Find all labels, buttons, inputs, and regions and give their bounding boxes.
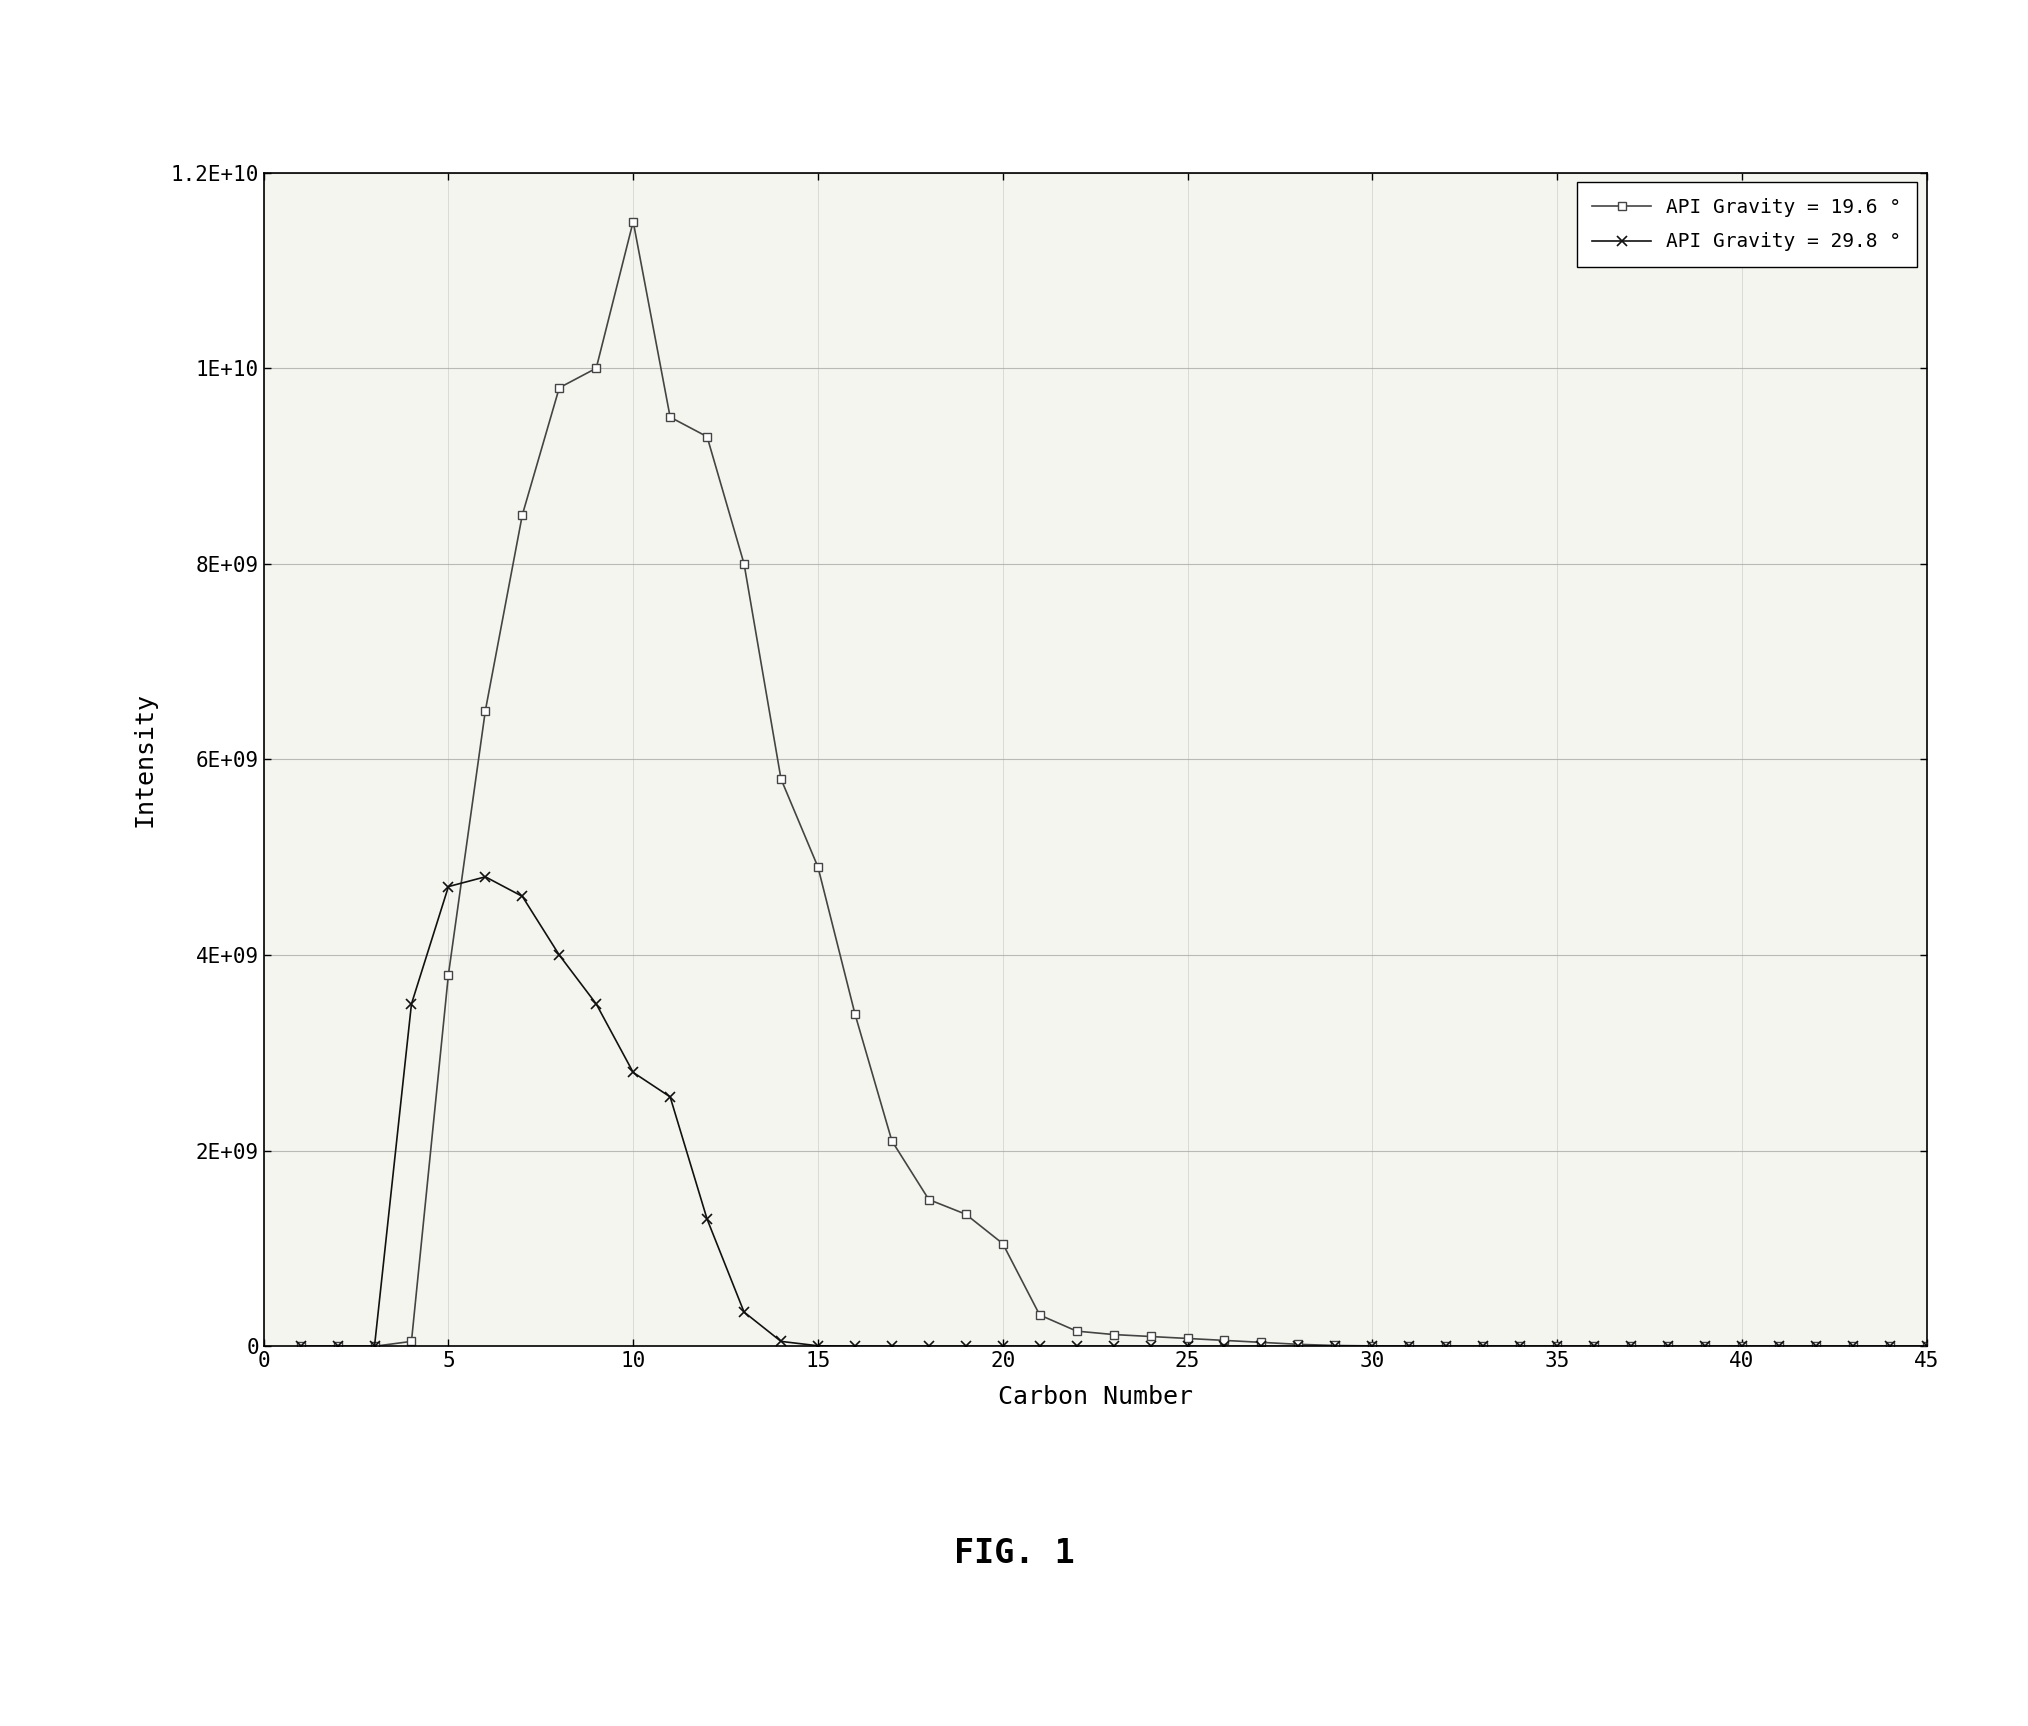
API Gravity = 19.6 ° bbox=[548, 378, 572, 399]
API Gravity = 19.6 ° bbox=[621, 211, 645, 231]
API Gravity = 19.6 ° bbox=[1803, 1336, 1827, 1357]
API Gravity = 29.8 ° bbox=[1101, 1336, 1126, 1357]
API Gravity = 29.8 ° bbox=[1878, 1336, 1902, 1357]
API Gravity = 29.8 ° bbox=[880, 1336, 904, 1357]
API Gravity = 19.6 ° bbox=[1249, 1332, 1274, 1353]
API Gravity = 29.8 ° bbox=[657, 1087, 681, 1108]
Line: API Gravity = 19.6 °: API Gravity = 19.6 ° bbox=[296, 217, 1931, 1350]
API Gravity = 19.6 ° bbox=[990, 1232, 1014, 1253]
API Gravity = 29.8 ° bbox=[1176, 1336, 1201, 1357]
API Gravity = 19.6 ° bbox=[732, 554, 756, 575]
Text: FIG. 1: FIG. 1 bbox=[953, 1536, 1075, 1571]
Y-axis label: Intensity: Intensity bbox=[132, 692, 156, 827]
API Gravity = 19.6 ° bbox=[363, 1336, 387, 1357]
API Gravity = 29.8 ° bbox=[1693, 1336, 1718, 1357]
API Gravity = 19.6 ° bbox=[1914, 1336, 1939, 1357]
API Gravity = 29.8 ° bbox=[1434, 1336, 1458, 1357]
API Gravity = 19.6 ° bbox=[400, 1331, 424, 1351]
API Gravity = 19.6 ° bbox=[696, 426, 720, 447]
X-axis label: Carbon Number: Carbon Number bbox=[998, 1384, 1192, 1408]
API Gravity = 19.6 ° bbox=[1878, 1336, 1902, 1357]
API Gravity = 29.8 ° bbox=[1322, 1336, 1347, 1357]
API Gravity = 19.6 ° bbox=[1397, 1336, 1422, 1357]
API Gravity = 29.8 ° bbox=[1582, 1336, 1606, 1357]
API Gravity = 19.6 ° bbox=[1470, 1336, 1495, 1357]
API Gravity = 19.6 ° bbox=[880, 1131, 904, 1151]
API Gravity = 19.6 ° bbox=[1582, 1336, 1606, 1357]
API Gravity = 29.8 ° bbox=[584, 994, 608, 1015]
Legend: API Gravity = 19.6 °, API Gravity = 29.8 °: API Gravity = 19.6 °, API Gravity = 29.8… bbox=[1578, 183, 1916, 268]
API Gravity = 29.8 ° bbox=[1545, 1336, 1570, 1357]
API Gravity = 19.6 ° bbox=[436, 965, 460, 986]
API Gravity = 19.6 ° bbox=[1618, 1336, 1643, 1357]
API Gravity = 19.6 ° bbox=[473, 701, 497, 721]
API Gravity = 19.6 ° bbox=[953, 1205, 977, 1225]
API Gravity = 29.8 ° bbox=[511, 885, 535, 906]
API Gravity = 29.8 ° bbox=[1803, 1336, 1827, 1357]
API Gravity = 19.6 ° bbox=[324, 1336, 349, 1357]
API Gravity = 19.6 ° bbox=[1065, 1320, 1089, 1341]
API Gravity = 19.6 ° bbox=[1176, 1327, 1201, 1348]
API Gravity = 29.8 ° bbox=[844, 1336, 868, 1357]
API Gravity = 19.6 ° bbox=[1693, 1336, 1718, 1357]
API Gravity = 19.6 ° bbox=[1028, 1305, 1053, 1326]
API Gravity = 19.6 ° bbox=[1509, 1336, 1533, 1357]
API Gravity = 29.8 ° bbox=[1841, 1336, 1866, 1357]
API Gravity = 19.6 ° bbox=[1841, 1336, 1866, 1357]
API Gravity = 29.8 ° bbox=[769, 1331, 793, 1351]
API Gravity = 29.8 ° bbox=[1249, 1336, 1274, 1357]
API Gravity = 19.6 ° bbox=[1101, 1324, 1126, 1345]
API Gravity = 19.6 ° bbox=[1434, 1336, 1458, 1357]
API Gravity = 19.6 ° bbox=[511, 504, 535, 525]
API Gravity = 19.6 ° bbox=[657, 407, 681, 428]
API Gravity = 29.8 ° bbox=[1397, 1336, 1422, 1357]
API Gravity = 19.6 ° bbox=[584, 357, 608, 378]
API Gravity = 19.6 ° bbox=[769, 768, 793, 789]
API Gravity = 29.8 ° bbox=[436, 877, 460, 898]
API Gravity = 29.8 ° bbox=[1028, 1336, 1053, 1357]
API Gravity = 29.8 ° bbox=[805, 1336, 829, 1357]
API Gravity = 29.8 ° bbox=[1065, 1336, 1089, 1357]
API Gravity = 29.8 ° bbox=[732, 1301, 756, 1322]
API Gravity = 29.8 ° bbox=[1655, 1336, 1679, 1357]
API Gravity = 19.6 ° bbox=[1545, 1336, 1570, 1357]
API Gravity = 19.6 ° bbox=[1730, 1336, 1754, 1357]
API Gravity = 29.8 ° bbox=[1730, 1336, 1754, 1357]
API Gravity = 29.8 ° bbox=[548, 944, 572, 965]
API Gravity = 29.8 ° bbox=[1138, 1336, 1162, 1357]
API Gravity = 29.8 ° bbox=[990, 1336, 1014, 1357]
API Gravity = 19.6 ° bbox=[1286, 1334, 1310, 1355]
API Gravity = 19.6 ° bbox=[1361, 1336, 1385, 1357]
API Gravity = 29.8 ° bbox=[621, 1061, 645, 1082]
API Gravity = 29.8 ° bbox=[1361, 1336, 1385, 1357]
API Gravity = 29.8 ° bbox=[1286, 1336, 1310, 1357]
API Gravity = 19.6 ° bbox=[1655, 1336, 1679, 1357]
API Gravity = 29.8 ° bbox=[324, 1336, 349, 1357]
API Gravity = 29.8 ° bbox=[1213, 1336, 1237, 1357]
Line: API Gravity = 29.8 °: API Gravity = 29.8 ° bbox=[296, 872, 1931, 1351]
API Gravity = 29.8 ° bbox=[696, 1208, 720, 1229]
API Gravity = 19.6 ° bbox=[917, 1189, 941, 1210]
API Gravity = 29.8 ° bbox=[288, 1336, 312, 1357]
API Gravity = 29.8 ° bbox=[1509, 1336, 1533, 1357]
API Gravity = 19.6 ° bbox=[805, 856, 829, 877]
API Gravity = 29.8 ° bbox=[1618, 1336, 1643, 1357]
API Gravity = 29.8 ° bbox=[1470, 1336, 1495, 1357]
API Gravity = 29.8 ° bbox=[400, 994, 424, 1015]
API Gravity = 29.8 ° bbox=[473, 866, 497, 887]
API Gravity = 29.8 ° bbox=[1914, 1336, 1939, 1357]
API Gravity = 19.6 ° bbox=[1322, 1336, 1347, 1357]
API Gravity = 19.6 ° bbox=[1138, 1326, 1162, 1346]
API Gravity = 19.6 ° bbox=[844, 1003, 868, 1024]
API Gravity = 29.8 ° bbox=[917, 1336, 941, 1357]
API Gravity = 19.6 ° bbox=[288, 1336, 312, 1357]
API Gravity = 19.6 ° bbox=[1213, 1331, 1237, 1351]
API Gravity = 29.8 ° bbox=[953, 1336, 977, 1357]
API Gravity = 29.8 ° bbox=[1766, 1336, 1791, 1357]
API Gravity = 19.6 ° bbox=[1766, 1336, 1791, 1357]
API Gravity = 29.8 ° bbox=[363, 1336, 387, 1357]
